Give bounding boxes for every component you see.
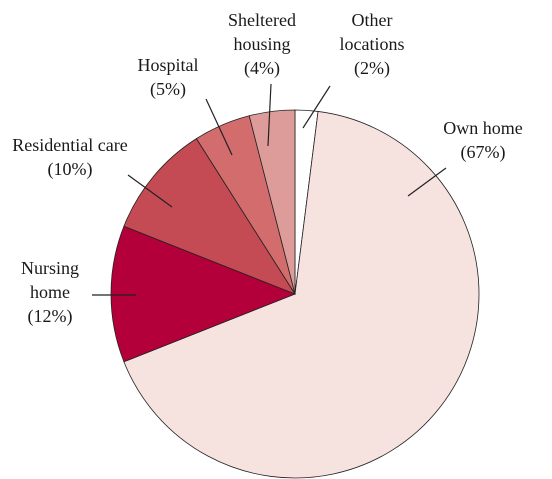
value-label: (67%) [460,142,506,162]
pie-slice [248,109,296,295]
leader-line [205,98,233,156]
category-label: Sheltered housing [228,10,296,54]
value-label: (12%) [27,306,73,326]
pie-slice [123,138,296,295]
value-label: (5%) [150,79,186,99]
leader-line [407,167,447,197]
pie-slice [110,225,297,363]
leader-line [267,83,272,147]
slice-label: Hospital (5%) [118,53,218,101]
slice-label: Other locations (2%) [322,8,422,80]
category-label: Other locations [339,10,405,54]
leader-line [127,174,173,208]
pie-slice [123,111,480,479]
category-label: Hospital [137,55,199,75]
slice-label: Sheltered housing (4%) [212,8,312,80]
slice-label: Residential care (10%) [0,133,145,181]
leader-line [302,85,331,129]
slice-label: Nursing home (12%) [14,256,86,328]
value-label: (10%) [47,159,93,179]
category-label: Residential care [12,135,128,155]
category-label: Own home [443,118,523,138]
value-label: (4%) [244,58,280,78]
category-label: Nursing home [21,258,79,302]
value-label: (2%) [354,58,390,78]
slice-label: Own home (67%) [413,116,552,164]
